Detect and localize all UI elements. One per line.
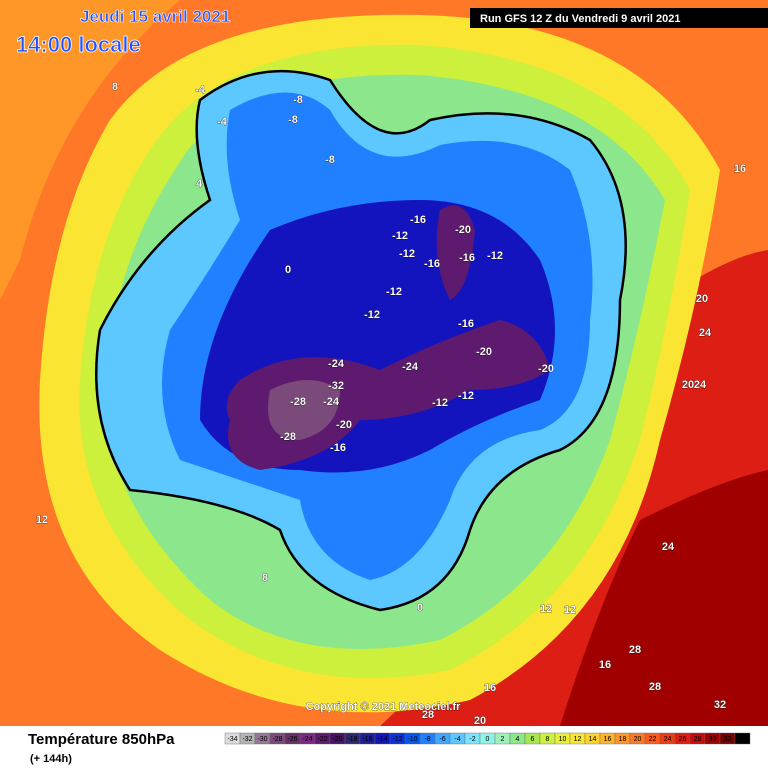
contour-label: 12 <box>540 603 552 615</box>
legend-tick-label: 12 <box>574 736 582 743</box>
legend-tick-label: 22 <box>649 736 657 743</box>
hot-region <box>560 470 768 726</box>
contour-label: -12 <box>364 309 380 321</box>
contour-label: -16 <box>459 252 475 264</box>
contour-label: -20 <box>336 419 352 431</box>
legend-tick-label: 6 <box>531 736 535 743</box>
legend-tick-label: 8 <box>546 736 550 743</box>
legend-tick-label: 28 <box>694 736 702 743</box>
legend-tick-label: -20 <box>332 736 342 743</box>
legend-tick-label: -18 <box>347 736 357 743</box>
contour-label: -28 <box>290 396 306 408</box>
legend-tick-label: -24 <box>302 736 312 743</box>
legend-tick-label: -6 <box>439 736 445 743</box>
contour-label: -12 <box>432 397 448 409</box>
legend-tick-label: -14 <box>377 736 387 743</box>
valid-date: Jeudi 15 avril 2021 <box>80 7 230 26</box>
legend-tick-label: 20 <box>634 736 642 743</box>
contour-label: 0 <box>417 602 423 614</box>
contour-label: -16 <box>424 258 440 270</box>
contour-label: 8 <box>262 572 268 584</box>
contour-label: -8 <box>288 114 298 126</box>
contour-label: -12 <box>386 286 402 298</box>
legend-tick-label: -16 <box>362 736 372 743</box>
contour-label: 16 <box>599 659 611 671</box>
legend-tick-label: -10 <box>407 736 417 743</box>
contour-label: -12 <box>487 250 503 262</box>
legend-tick-label: -12 <box>392 736 402 743</box>
contour-label: 12 <box>36 514 48 526</box>
legend-tick-label: 24 <box>664 736 672 743</box>
orange-region <box>0 0 180 300</box>
legend-tick-label: -2 <box>469 736 475 743</box>
valid-time: 14:00 locale <box>16 32 141 57</box>
legend-tick-label: 16 <box>604 736 612 743</box>
contour-label: 28 <box>629 644 641 656</box>
map: -8-8-8-12-16-20-16 -12-12-16-12-12-16-20-… <box>0 0 768 727</box>
contour-label: -20 <box>476 346 492 358</box>
contour-label: -4 <box>195 84 206 96</box>
run-box <box>470 8 768 28</box>
contour-label: -24 <box>402 361 419 373</box>
legend-tick-label: 30 <box>709 736 717 743</box>
legend-tick-label: 4 <box>516 736 520 743</box>
contour-label: 24 <box>699 327 712 339</box>
contour-label: 20 <box>474 715 486 727</box>
contour-label: 20 <box>682 379 694 391</box>
contour-label: -12 <box>392 230 408 242</box>
contour-label: 32 <box>714 699 726 711</box>
coldest-core <box>268 380 340 440</box>
footer-lead: (+ 144h) <box>30 753 72 765</box>
contour-labels: -8-8-8-12-16-20-16 -12-12-16-12-12-16-20-… <box>36 81 747 728</box>
copyright: Copyright © 2021 Meteociel.fr <box>306 701 462 713</box>
contour-label: -32 <box>328 380 344 392</box>
legend-tick-label: -26 <box>287 736 297 743</box>
legend-tick-label: -28 <box>272 736 282 743</box>
contour-label: -16 <box>330 442 346 454</box>
contour-label: 20 <box>696 293 708 305</box>
contour-label: -8 <box>293 94 303 106</box>
contour-label: -12 <box>458 390 474 402</box>
legend-tick-label: 26 <box>679 736 687 743</box>
contour-label: -12 <box>399 248 415 260</box>
contour-label: -28 <box>280 431 296 443</box>
contour-label: -24 <box>323 396 340 408</box>
contour-label: 16 <box>484 682 496 694</box>
legend-tick-label: 34 <box>739 736 747 743</box>
legend-tick-label: 14 <box>589 736 597 743</box>
legend-tick-label: -22 <box>317 736 327 743</box>
legend-tick-label: 2 <box>501 736 505 743</box>
contour-label: -16 <box>410 214 426 226</box>
legend-tick-label: -34 <box>227 736 237 743</box>
contour-label: -20 <box>538 363 554 375</box>
contour-label: 4 <box>196 178 203 190</box>
contour-label: -20 <box>455 224 471 236</box>
footer-title: Température 850hPa <box>28 731 175 748</box>
legend-tick-label: -8 <box>424 736 430 743</box>
contour-label: 12 <box>564 604 576 616</box>
legend-tick-label: 32 <box>724 736 732 743</box>
zero-isotherm <box>95 69 627 612</box>
legend-tick-label: -30 <box>257 736 267 743</box>
contour-label: -24 <box>328 358 345 370</box>
contour-label: 0 <box>285 264 291 276</box>
contour-label: 8 <box>112 81 118 93</box>
contour-label: -4 <box>217 116 228 128</box>
legend-tick-label: -4 <box>454 736 460 743</box>
legend-tick-label: -32 <box>242 736 252 743</box>
contour-label: 28 <box>422 709 434 721</box>
contour-label: 16 <box>734 163 746 175</box>
contour-label: 24 <box>694 379 707 391</box>
legend-swatch <box>734 732 751 745</box>
legend-tick-label: 18 <box>619 736 627 743</box>
contour-label: 28 <box>649 681 661 693</box>
legend-tick-label: 0 <box>486 736 490 743</box>
legend-tick-label: 10 <box>559 736 567 743</box>
contour-label: -16 <box>458 318 474 330</box>
run-info: Run GFS 12 Z du Vendredi 9 avril 2021 <box>480 13 681 25</box>
color-legend: -34 -32 -30 -28 -26 -24 -22 -20 -18 -16 -14 -12 -10-… <box>224 732 751 745</box>
contour-label: -8 <box>325 154 335 166</box>
contour-label: 24 <box>662 541 675 553</box>
